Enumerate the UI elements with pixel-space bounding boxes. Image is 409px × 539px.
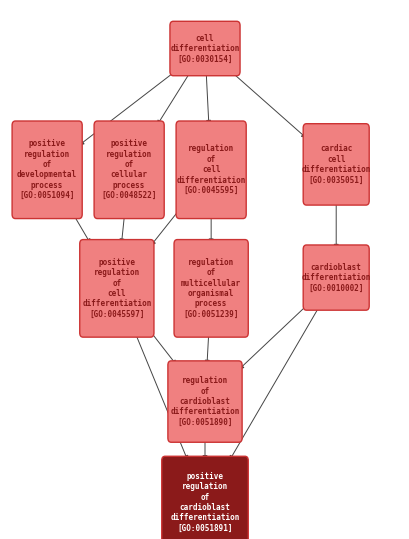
FancyBboxPatch shape — [79, 239, 153, 337]
Text: regulation
of
multicellular
organismal
process
[GO:0051239]: regulation of multicellular organismal p… — [181, 258, 240, 319]
FancyBboxPatch shape — [169, 21, 239, 75]
FancyBboxPatch shape — [302, 245, 368, 310]
FancyBboxPatch shape — [94, 121, 164, 219]
FancyBboxPatch shape — [176, 121, 245, 219]
Text: cell
differentiation
[GO:0030154]: cell differentiation [GO:0030154] — [170, 33, 239, 64]
Text: cardioblast
differentiation
[GO:0010002]: cardioblast differentiation [GO:0010002] — [301, 262, 370, 293]
FancyBboxPatch shape — [302, 124, 368, 205]
Text: positive
regulation
of
cell
differentiation
[GO:0045597]: positive regulation of cell differentiat… — [82, 258, 151, 319]
FancyBboxPatch shape — [173, 239, 247, 337]
Text: regulation
of
cell
differentiation
[GO:0045595]: regulation of cell differentiation [GO:0… — [176, 144, 245, 195]
Text: positive
regulation
of
cardioblast
differentiation
[GO:0051891]: positive regulation of cardioblast diffe… — [170, 472, 239, 533]
Text: positive
regulation
of
developmental
process
[GO:0051094]: positive regulation of developmental pro… — [17, 139, 77, 201]
FancyBboxPatch shape — [12, 121, 82, 219]
Text: regulation
of
cardioblast
differentiation
[GO:0051890]: regulation of cardioblast differentiatio… — [170, 376, 239, 427]
FancyBboxPatch shape — [161, 456, 247, 539]
Text: positive
regulation
of
cellular
process
[GO:0048522]: positive regulation of cellular process … — [101, 139, 157, 201]
FancyBboxPatch shape — [168, 361, 241, 442]
Text: cardiac
cell
differentiation
[GO:0035051]: cardiac cell differentiation [GO:0035051… — [301, 144, 370, 184]
